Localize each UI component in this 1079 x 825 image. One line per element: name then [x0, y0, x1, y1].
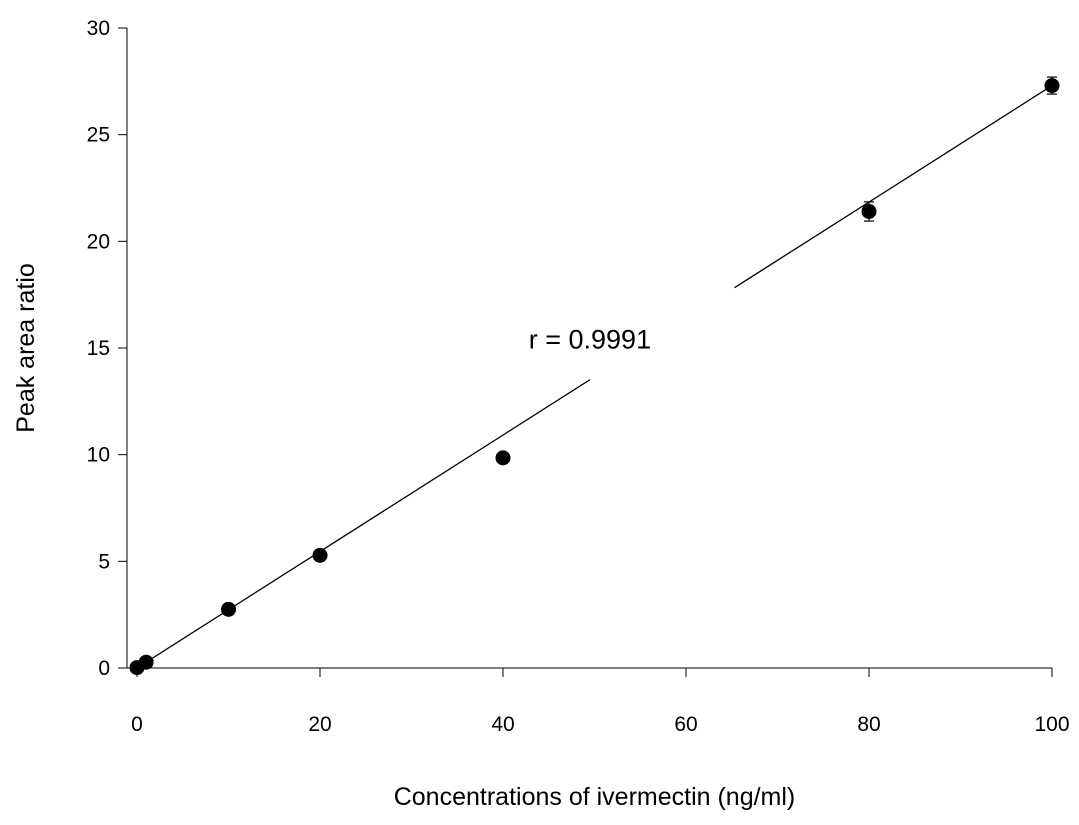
fit-line-segment [136, 379, 591, 669]
r-value-annotation: r = 0.9991 [529, 324, 651, 354]
x-tick-label: 80 [857, 713, 880, 736]
y-axis-title: Peak area ratio [12, 263, 40, 433]
y-tick-label: 30 [87, 17, 110, 40]
fit-line-segment [734, 85, 1053, 289]
x-tick-label: 40 [491, 713, 514, 736]
x-tick-label: 20 [308, 713, 331, 736]
data-point [861, 203, 877, 219]
y-tick-label: 5 [98, 550, 110, 573]
y-tick-label: 20 [87, 230, 110, 253]
data-point [495, 450, 511, 466]
y-tick-label: 15 [87, 337, 110, 360]
data-point [1044, 78, 1060, 94]
y-tick-label: 0 [98, 657, 110, 680]
y-tick-label: 10 [87, 444, 110, 467]
x-axis-title: Concentrations of ivermectin (ng/ml) [394, 783, 796, 811]
x-tick-label: 100 [1034, 713, 1069, 736]
x-tick-label: 0 [131, 713, 143, 736]
data-point [312, 547, 328, 563]
data-point [138, 654, 154, 670]
y-tick-label: 25 [87, 124, 110, 147]
x-tick-label: 60 [674, 713, 697, 736]
data-point [221, 601, 236, 617]
